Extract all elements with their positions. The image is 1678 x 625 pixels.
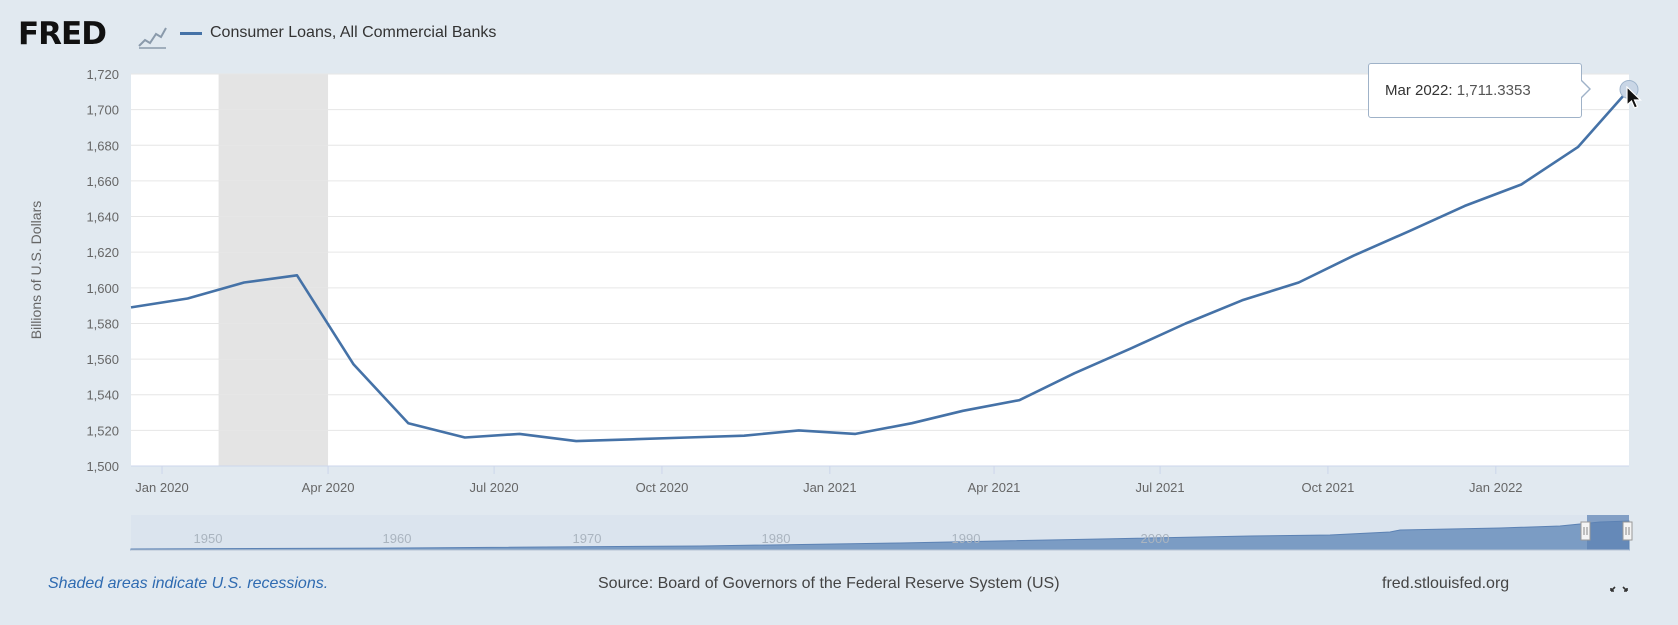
chart-line-icon bbox=[138, 27, 167, 49]
legend-label[interactable]: Consumer Loans, All Commercial Banks bbox=[210, 24, 497, 41]
navigator-handle-left[interactable] bbox=[1580, 521, 1591, 541]
x-tick-label: Apr 2020 bbox=[302, 480, 355, 495]
y-axis-ticks: 1,500 1,520 1,540 1,560 1,580 1,600 1,620 1,640… bbox=[86, 67, 119, 474]
navigator-labels: 1950 1960 1970 1980 1990 2000 bbox=[194, 531, 1170, 546]
y-tick-label: 1,640 bbox=[86, 210, 119, 225]
mouse-cursor-icon bbox=[1626, 86, 1642, 109]
y-tick-label: 1,720 bbox=[86, 67, 119, 82]
y-tick-label: 1,600 bbox=[86, 281, 119, 296]
x-tick-label: Jan 2021 bbox=[803, 480, 857, 495]
navigator-year-label: 1990 bbox=[952, 531, 981, 546]
y-tick-label: 1,680 bbox=[86, 138, 119, 153]
navigator-year-label: 1950 bbox=[194, 531, 223, 546]
x-tick-label: Oct 2021 bbox=[1302, 480, 1355, 495]
source-text: Source: Board of Governors of the Federa… bbox=[598, 575, 1060, 592]
x-tick-label: Jul 2021 bbox=[1135, 480, 1184, 495]
y-tick-label: 1,580 bbox=[86, 316, 119, 331]
series-line[interactable] bbox=[130, 88, 1630, 443]
y-tick-label: 1,500 bbox=[86, 459, 119, 474]
y-tick-label: 1,520 bbox=[86, 423, 119, 438]
tooltip-arrow-fill bbox=[1580, 80, 1589, 98]
y-tick-label: 1,620 bbox=[86, 245, 119, 260]
navigator-year-label: 2000 bbox=[1141, 531, 1170, 546]
y-tick-label: 1,560 bbox=[86, 352, 119, 367]
legend-swatch bbox=[180, 31, 202, 35]
navigator-year-label: 1960 bbox=[383, 531, 412, 546]
x-tick-label: Oct 2020 bbox=[636, 480, 689, 495]
recession-shade bbox=[218, 74, 329, 466]
x-tick-label: Jan 2022 bbox=[1469, 480, 1523, 495]
x-tick-label: Jan 2020 bbox=[135, 480, 189, 495]
data-tooltip: Mar 2022: 1,711.3353 bbox=[1368, 63, 1582, 118]
tooltip-value: 1,711.3353 bbox=[1456, 82, 1531, 99]
y-tick-label: 1,540 bbox=[86, 388, 119, 403]
navigator-handle-right[interactable] bbox=[1622, 521, 1633, 541]
navigator-year-label: 1970 bbox=[573, 531, 602, 546]
x-axis-ticks: Jan 2020 Apr 2020 Jul 2020 Oct 2020 Jan 2021… bbox=[135, 466, 1523, 495]
legend[interactable]: Consumer Loans, All Commercial Banks bbox=[180, 24, 496, 42]
tooltip-date: Mar 2022: bbox=[1385, 82, 1453, 99]
fred-url[interactable]: fred.stlouisfed.org bbox=[1382, 575, 1510, 592]
navigator-year-label: 1980 bbox=[762, 531, 791, 546]
fred-logo[interactable]: FRED bbox=[18, 16, 107, 52]
x-tick-label: Jul 2020 bbox=[470, 480, 519, 495]
expand-icon[interactable] bbox=[1610, 578, 1628, 592]
y-tick-label: 1,660 bbox=[86, 174, 119, 189]
range-navigator[interactable]: 1950 1960 1970 1980 1990 2000 bbox=[130, 515, 1633, 551]
x-tick-label: Apr 2021 bbox=[968, 480, 1021, 495]
navigator-selection[interactable] bbox=[1587, 515, 1629, 550]
y-axis-title: Billions of U.S. Dollars bbox=[28, 201, 44, 340]
plot-area bbox=[131, 74, 1629, 466]
recession-note-link[interactable]: Shaded areas indicate U.S. recessions. bbox=[48, 575, 329, 592]
y-tick-label: 1,700 bbox=[86, 103, 119, 118]
